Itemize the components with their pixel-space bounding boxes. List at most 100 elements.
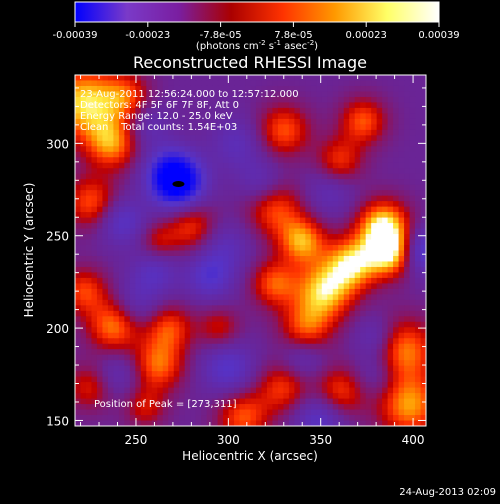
heatmap-cell bbox=[179, 239, 186, 246]
heatmap-cell bbox=[360, 420, 367, 426]
heatmap-cell bbox=[294, 75, 301, 82]
heatmap-cell bbox=[157, 107, 164, 114]
heatmap-cell bbox=[409, 124, 416, 131]
heatmap-cell bbox=[96, 206, 104, 213]
heatmap-cell bbox=[321, 80, 328, 87]
heatmap-cell bbox=[118, 223, 125, 230]
heatmap-cell bbox=[376, 294, 383, 301]
heatmap-cell bbox=[283, 135, 290, 142]
heatmap-cell bbox=[277, 245, 284, 252]
heatmap-cell bbox=[190, 91, 197, 98]
heatmap-cell bbox=[190, 272, 197, 279]
heatmap-cell bbox=[277, 217, 284, 224]
heatmap-cell bbox=[212, 179, 219, 186]
heatmap-cell bbox=[157, 140, 164, 147]
heatmap-cell bbox=[107, 173, 114, 180]
heatmap-cell bbox=[343, 135, 350, 142]
heatmap-cell bbox=[266, 195, 274, 202]
heatmap-cell bbox=[102, 365, 109, 372]
heatmap-cell bbox=[96, 360, 104, 367]
heatmap-cell bbox=[376, 96, 383, 104]
heatmap-cell bbox=[129, 343, 136, 350]
heatmap-cell bbox=[140, 332, 147, 339]
heatmap-cell bbox=[409, 343, 416, 350]
heatmap-cell bbox=[277, 404, 284, 411]
heatmap-cell bbox=[146, 118, 153, 125]
heatmap-cell bbox=[113, 157, 120, 164]
heatmap-cell bbox=[305, 179, 312, 186]
heatmap-cell bbox=[234, 190, 241, 197]
heatmap-cell bbox=[107, 409, 114, 416]
heatmap-cell bbox=[299, 283, 306, 290]
heatmap-cell bbox=[245, 283, 252, 290]
heatmap-cell bbox=[75, 212, 82, 219]
heatmap-cell bbox=[283, 398, 290, 405]
heatmap-cell bbox=[80, 234, 87, 241]
heatmap-cell bbox=[250, 195, 257, 202]
heatmap-cell bbox=[294, 277, 301, 284]
heatmap-cell bbox=[118, 102, 125, 109]
heatmap-cell bbox=[151, 382, 158, 389]
heatmap-cell bbox=[409, 157, 416, 164]
heatmap-cell bbox=[201, 190, 208, 197]
heatmap-cell bbox=[151, 179, 158, 186]
heatmap-cell bbox=[294, 146, 301, 153]
heatmap-cell bbox=[85, 327, 93, 334]
heatmap-cell bbox=[277, 80, 284, 87]
heatmap-cell bbox=[365, 321, 372, 328]
heatmap-cell bbox=[354, 96, 361, 104]
heatmap-cell bbox=[343, 277, 350, 284]
heatmap-cell bbox=[223, 80, 230, 87]
heatmap-cell bbox=[316, 151, 323, 158]
heatmap-cell bbox=[371, 382, 378, 389]
heatmap-cell bbox=[129, 201, 136, 208]
heatmap-cell bbox=[310, 96, 317, 104]
heatmap-cell bbox=[250, 107, 257, 114]
heatmap-cell bbox=[179, 393, 186, 400]
heatmap-cell bbox=[140, 255, 147, 263]
heatmap-cell bbox=[102, 409, 109, 416]
heatmap-cell bbox=[168, 266, 175, 274]
heatmap-cell bbox=[321, 409, 328, 416]
heatmap-cell bbox=[173, 376, 180, 383]
heatmap-cell bbox=[321, 113, 328, 120]
heatmap-cell bbox=[266, 277, 274, 284]
heatmap-cell bbox=[365, 168, 372, 175]
heatmap-cell bbox=[168, 140, 175, 147]
heatmap-cell bbox=[168, 332, 175, 339]
heatmap-cell bbox=[135, 299, 142, 306]
heatmap-cell bbox=[96, 321, 104, 328]
heatmap-cell bbox=[387, 283, 394, 290]
heatmap-cell bbox=[151, 135, 158, 142]
heatmap-cell bbox=[365, 217, 372, 224]
heatmap-cell bbox=[294, 228, 301, 235]
heatmap-cell bbox=[113, 387, 120, 394]
heatmap-cell bbox=[310, 195, 317, 202]
heatmap-cell bbox=[332, 228, 339, 235]
heatmap-cell bbox=[316, 272, 323, 279]
heatmap-cell bbox=[157, 80, 164, 87]
heatmap-cell bbox=[255, 272, 263, 279]
heatmap-cell bbox=[201, 332, 208, 339]
heatmap-cell bbox=[398, 288, 405, 295]
heatmap-cell bbox=[91, 223, 98, 230]
heatmap-cell bbox=[354, 102, 361, 109]
heatmap-cell bbox=[201, 129, 208, 136]
heatmap-cell bbox=[420, 173, 426, 180]
heatmap-cell bbox=[398, 223, 405, 230]
heatmap-cell bbox=[151, 288, 158, 295]
heatmap-cell bbox=[135, 343, 142, 350]
heatmap-cell bbox=[343, 332, 350, 339]
heatmap-cell bbox=[184, 113, 191, 120]
info-line-clean: Clean Total counts: 1.54E+03 bbox=[80, 122, 237, 133]
heatmap-cell bbox=[173, 349, 180, 356]
heatmap-cell bbox=[255, 96, 263, 104]
heatmap-cell bbox=[310, 327, 317, 334]
heatmap-cell bbox=[80, 393, 87, 400]
heatmap-cell bbox=[409, 382, 416, 389]
heatmap-cell bbox=[349, 223, 356, 230]
heatmap-cell bbox=[365, 360, 372, 367]
heatmap-cell bbox=[157, 96, 164, 104]
heatmap-cell bbox=[75, 146, 82, 153]
heatmap-cell bbox=[398, 212, 405, 219]
